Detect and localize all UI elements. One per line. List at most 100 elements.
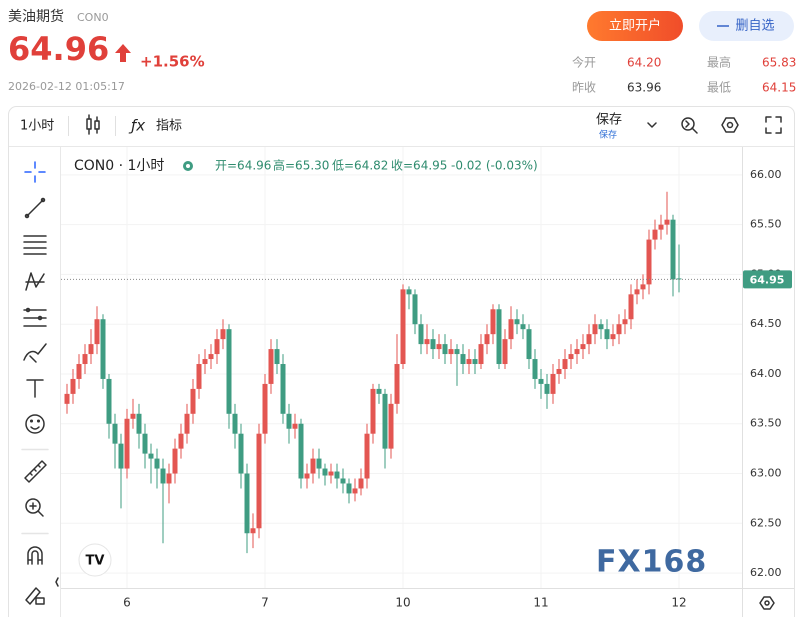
candle-body bbox=[388, 403, 394, 449]
candle-body bbox=[598, 324, 604, 330]
candle bbox=[628, 284, 634, 330]
measure-tool[interactable] bbox=[24, 460, 47, 483]
zoom-tool[interactable] bbox=[25, 498, 44, 517]
quick-search-button[interactable] bbox=[681, 117, 698, 134]
candle bbox=[460, 344, 466, 374]
candle-body bbox=[358, 478, 364, 489]
candle bbox=[508, 306, 514, 350]
candle-body bbox=[268, 349, 274, 384]
candle-body bbox=[130, 413, 136, 419]
interval-button[interactable]: 1小时 bbox=[20, 119, 54, 134]
candle-body bbox=[316, 458, 322, 469]
candle-body bbox=[508, 319, 514, 340]
brush-tool[interactable] bbox=[23, 343, 47, 363]
candle-body bbox=[226, 329, 232, 414]
candle-body bbox=[532, 359, 538, 379]
x-tick-label: 12 bbox=[671, 596, 686, 610]
candle-body bbox=[406, 289, 412, 295]
candle bbox=[424, 324, 430, 355]
candle bbox=[268, 339, 274, 394]
candle-body bbox=[310, 458, 316, 474]
instrument-title: 美油期货 bbox=[8, 8, 64, 25]
candle-body bbox=[394, 364, 400, 404]
stat-label: 最高 bbox=[707, 55, 731, 70]
candle-body bbox=[154, 458, 160, 469]
icon-tool[interactable] bbox=[25, 414, 45, 434]
candle-body bbox=[298, 423, 304, 479]
logo-text: TV bbox=[86, 554, 105, 569]
candle-body bbox=[634, 289, 640, 295]
candle-body bbox=[538, 378, 544, 384]
candle-body bbox=[64, 393, 70, 404]
candle-body bbox=[448, 349, 454, 355]
candle bbox=[256, 423, 262, 539]
candle-body bbox=[574, 349, 580, 355]
legend-change: -0.02 (-0.03%) bbox=[451, 159, 538, 173]
candle bbox=[502, 329, 508, 369]
candle bbox=[208, 344, 214, 369]
drawing-tools bbox=[21, 161, 49, 605]
candle bbox=[394, 334, 400, 414]
candle-body bbox=[430, 339, 436, 350]
tradingview-logo: TV bbox=[78, 543, 112, 577]
candle bbox=[604, 319, 610, 350]
candle bbox=[298, 418, 304, 489]
candle bbox=[652, 219, 658, 250]
remove-watchlist-button[interactable]: 删自选 bbox=[699, 11, 794, 41]
open-account-button[interactable]: 立即开户 bbox=[587, 11, 683, 41]
candle-body bbox=[88, 344, 94, 355]
candle bbox=[466, 349, 472, 374]
candle bbox=[670, 214, 676, 297]
collapse-sidebar[interactable] bbox=[55, 577, 59, 587]
pattern-tool[interactable] bbox=[25, 272, 45, 291]
plot-area bbox=[61, 147, 742, 588]
candle bbox=[274, 339, 280, 374]
candle bbox=[70, 368, 76, 404]
candle bbox=[640, 274, 646, 300]
save-menu-chevron[interactable] bbox=[647, 122, 657, 128]
legend-low: 低=64.82 bbox=[332, 159, 388, 173]
candle bbox=[220, 319, 226, 350]
candle bbox=[616, 314, 622, 345]
crosshair-tool[interactable] bbox=[24, 161, 46, 183]
candle-body bbox=[376, 388, 382, 394]
candle bbox=[610, 324, 616, 347]
trendline-tool[interactable] bbox=[24, 197, 46, 219]
candle bbox=[544, 373, 550, 409]
candle bbox=[472, 349, 478, 374]
candle bbox=[322, 463, 328, 486]
candle-body bbox=[112, 423, 118, 444]
candle bbox=[304, 463, 310, 489]
fib-tool[interactable] bbox=[23, 235, 47, 255]
save-button[interactable]: 保存 bbox=[596, 113, 622, 128]
y-tick-label: 62.00 bbox=[750, 566, 782, 579]
indicators-button[interactable]: 指标 bbox=[156, 119, 182, 134]
candle bbox=[634, 279, 640, 305]
stat-value: 65.83 bbox=[762, 56, 796, 70]
candle bbox=[142, 423, 148, 469]
text-tool[interactable] bbox=[26, 379, 44, 398]
candle-body bbox=[502, 339, 508, 365]
candle bbox=[112, 413, 118, 469]
candle-body bbox=[520, 324, 526, 330]
candle bbox=[292, 413, 298, 439]
fullscreen-button[interactable] bbox=[765, 116, 782, 134]
magnet-tool[interactable] bbox=[27, 546, 43, 565]
candle-body bbox=[274, 349, 280, 365]
candle bbox=[94, 306, 100, 355]
prediction-tool[interactable] bbox=[23, 307, 47, 327]
candle-body bbox=[76, 364, 82, 379]
chart-type-button[interactable] bbox=[86, 114, 100, 135]
candle bbox=[196, 354, 202, 399]
candle bbox=[550, 364, 556, 404]
candle-body bbox=[82, 354, 88, 365]
candle bbox=[262, 373, 268, 444]
candle bbox=[526, 324, 532, 369]
settings-button[interactable] bbox=[721, 117, 739, 133]
candle bbox=[520, 314, 526, 340]
candle-body bbox=[478, 344, 484, 365]
lock-drawing-tool[interactable] bbox=[25, 587, 45, 605]
candle-body bbox=[370, 388, 376, 434]
x-tick-label: 11 bbox=[533, 596, 548, 610]
axis-settings-button[interactable] bbox=[759, 596, 775, 610]
